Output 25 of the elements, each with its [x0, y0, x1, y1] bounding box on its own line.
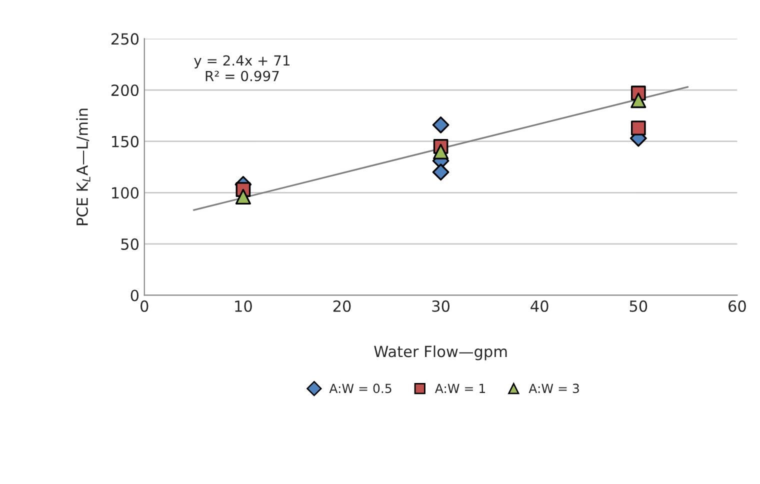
y-tick-label: 200: [111, 84, 139, 96]
x-tick-label: 10: [235, 300, 252, 312]
x-tick-label: 0: [140, 300, 148, 312]
point: [432, 116, 450, 134]
y-tick-label: 150: [112, 136, 139, 148]
y-tick-label: 50: [121, 238, 139, 250]
y-tick-label: 0: [130, 290, 139, 302]
x-tick-label: 20: [333, 300, 351, 312]
point: [433, 144, 449, 160]
y-tick-label: 100: [112, 187, 139, 199]
x-tick-label: 30: [432, 300, 450, 312]
y-tick-label: 250: [111, 33, 139, 45]
point: [630, 120, 646, 136]
x-axis-title: Water Flow—gpm: [374, 345, 507, 360]
point: [235, 188, 251, 205]
x-tick-label: 50: [630, 300, 648, 312]
point: [432, 164, 450, 181]
legend-label: A:W = 3: [528, 384, 579, 394]
y-axis-title: PCE K$_{L}$A—L/min: [76, 108, 90, 226]
legend-label: A:W = 1: [434, 384, 485, 393]
point: [630, 92, 646, 108]
x-tick-label: 60: [728, 300, 746, 312]
annotation: y = 2.4x + 71 R² = 0.997: [194, 55, 290, 82]
x-tick-label: 40: [530, 300, 548, 312]
legend-label: A:W = 0.5: [329, 384, 392, 394]
